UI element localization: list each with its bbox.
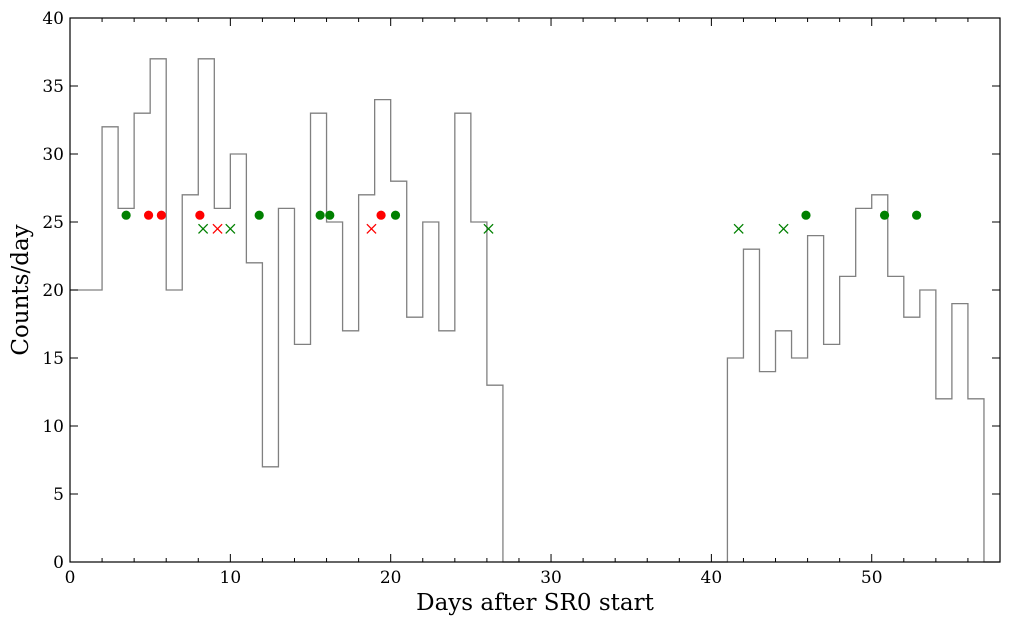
- y-tick-label: 30: [42, 145, 64, 165]
- data-point-circle: [879, 210, 890, 220]
- data-point-x: [483, 223, 494, 234]
- histogram-series: [70, 58, 1000, 563]
- data-point-circle: [156, 210, 166, 220]
- data-point-circle: [315, 210, 325, 220]
- data-point-circle: [143, 210, 154, 220]
- data-point-x: [212, 223, 223, 234]
- y-tick-label: 5: [53, 485, 64, 505]
- data-point-x: [366, 223, 377, 234]
- y-tick-label: 35: [42, 77, 64, 97]
- data-point-x: [778, 223, 789, 234]
- y-tick-label: 10: [42, 417, 64, 437]
- axes: 0 10 20 30 40 50 0 5 10 15 20 25 30 35 40: [42, 9, 1001, 588]
- data-point-circle: [912, 210, 922, 220]
- y-tick-label: 15: [42, 349, 64, 369]
- x-tick-label: 20: [380, 568, 402, 588]
- data-point-x: [198, 223, 209, 234]
- data-point-circle: [195, 210, 205, 220]
- x-tick-label: 0: [65, 568, 76, 588]
- plot-area: [70, 58, 1000, 563]
- y-tick-label: 25: [42, 213, 64, 233]
- x-axis-label: Days after SR0 start: [416, 590, 654, 616]
- data-point-circle: [254, 210, 264, 220]
- y-tick-label: 20: [42, 281, 64, 301]
- x-tick-label: 30: [540, 568, 562, 588]
- data-point-circle: [376, 210, 386, 220]
- data-point-x: [225, 223, 236, 234]
- x-tick-label: 50: [861, 568, 883, 588]
- x-tick-label: 40: [701, 568, 723, 588]
- data-point-circle: [390, 210, 401, 220]
- data-point-circle: [325, 210, 335, 220]
- data-point-x: [733, 223, 744, 234]
- y-tick-label: 0: [53, 553, 64, 573]
- data-point-circle: [801, 210, 811, 220]
- plot-frame: [69, 17, 1001, 563]
- y-tick-label: 40: [42, 9, 64, 29]
- data-point-circle: [121, 210, 131, 220]
- y-axis-label: Counts/day: [8, 224, 34, 355]
- x-tick-label: 10: [220, 568, 242, 588]
